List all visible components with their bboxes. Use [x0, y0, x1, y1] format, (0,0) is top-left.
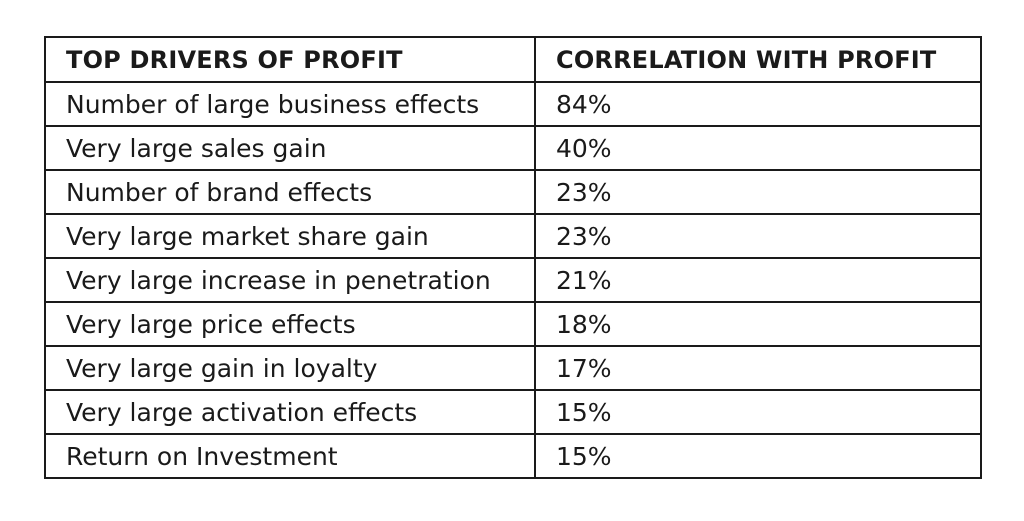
driver-cell: Number of large business effects [44, 81, 536, 127]
driver-column-header: TOP DRIVERS OF PROFIT [44, 36, 536, 83]
table-row: Very large activation effects 15% [44, 389, 982, 435]
profit-drivers-table: TOP DRIVERS OF PROFIT CORRELATION WITH P… [44, 36, 982, 479]
table-row: Return on Investment 15% [44, 433, 982, 479]
driver-cell: Very large gain in loyalty [44, 345, 536, 391]
header-row: TOP DRIVERS OF PROFIT CORRELATION WITH P… [44, 36, 982, 83]
correlation-cell: 23% [534, 169, 982, 215]
table-row: Very large sales gain 40% [44, 125, 982, 171]
correlation-cell: 40% [534, 125, 982, 171]
table-row: Very large gain in loyalty 17% [44, 345, 982, 391]
correlation-cell: 18% [534, 301, 982, 347]
driver-cell: Very large price effects [44, 301, 536, 347]
correlation-cell: 23% [534, 213, 982, 259]
correlation-cell: 15% [534, 389, 982, 435]
correlation-column-header: CORRELATION WITH PROFIT [534, 36, 982, 83]
correlation-cell: 21% [534, 257, 982, 303]
table-row: Very large increase in penetration 21% [44, 257, 982, 303]
correlation-cell: 84% [534, 81, 982, 127]
correlation-cell: 15% [534, 433, 982, 479]
driver-cell: Return on Investment [44, 433, 536, 479]
table-row: Number of large business effects 84% [44, 81, 982, 127]
driver-cell: Very large sales gain [44, 125, 536, 171]
table-row: Very large market share gain 23% [44, 213, 982, 259]
table-row: Very large price effects 18% [44, 301, 982, 347]
table-row: Number of brand effects 23% [44, 169, 982, 215]
driver-cell: Number of brand effects [44, 169, 536, 215]
correlation-cell: 17% [534, 345, 982, 391]
driver-cell: Very large market share gain [44, 213, 536, 259]
driver-cell: Very large activation effects [44, 389, 536, 435]
driver-cell: Very large increase in penetration [44, 257, 536, 303]
